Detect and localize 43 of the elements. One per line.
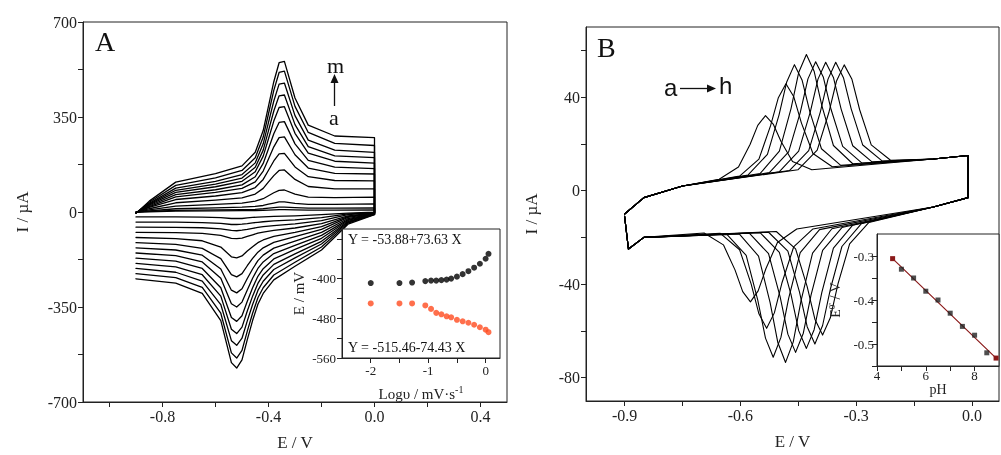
x-tick-label: 4 [873, 368, 881, 383]
y-axis-title: E0' / V [826, 282, 843, 318]
x-tick-label: -2 [365, 363, 377, 378]
x-tick-label: 0 [482, 363, 489, 378]
x-tick-label: -0.9 [611, 406, 638, 424]
x-tick-label: 0.4 [470, 407, 491, 425]
y-tick-label: -400 [312, 271, 336, 287]
x-tick-label: -1 [422, 363, 434, 378]
y-tick-label: -0.5 [853, 336, 874, 352]
annotation: h [719, 71, 733, 99]
y-axis-title: I / µA [13, 190, 32, 233]
y-tick-label: -350 [47, 298, 77, 316]
annotation: B [597, 31, 616, 63]
annotation: Y = -53.88+73.63 X [348, 231, 462, 247]
x-tick-label: 0.0 [961, 406, 982, 424]
x-axis-title: E / V [774, 432, 812, 451]
x-tick-label: 8 [971, 368, 978, 383]
y-tick-label: -700 [47, 393, 77, 411]
y-tick-label: -0.3 [853, 248, 874, 264]
x-axis-title: pH [929, 381, 947, 397]
x-axis-title: E / V [277, 433, 314, 452]
y-axis-title: E / mV [290, 271, 307, 316]
y-tick-label: -480 [312, 310, 336, 326]
annotation: a [329, 104, 339, 130]
y-tick-label: -80 [558, 369, 580, 387]
y-tick-label: 0 [69, 203, 77, 221]
annotation: m [327, 52, 345, 78]
y-tick-label: -0.4 [853, 292, 875, 308]
y-tick-label: -40 [558, 275, 580, 293]
annotation: a [664, 73, 678, 101]
x-tick-label: 6 [922, 368, 930, 383]
x-tick-label: -0.8 [149, 407, 176, 425]
y-tick-label: -560 [312, 350, 336, 366]
y-tick-label: 0 [572, 182, 580, 200]
annotation: A [95, 25, 116, 57]
y-tick-label: 40 [564, 88, 580, 106]
annotation: Y = -515.46-74.43 X [348, 339, 466, 355]
x-tick-label: -0.4 [255, 407, 282, 425]
x-tick-label: -0.6 [727, 406, 754, 424]
x-tick-label: 0.0 [364, 407, 385, 425]
y-tick-label: 350 [53, 108, 77, 126]
y-tick-label: 700 [53, 13, 77, 31]
y-axis-title: I / µA [522, 192, 541, 235]
